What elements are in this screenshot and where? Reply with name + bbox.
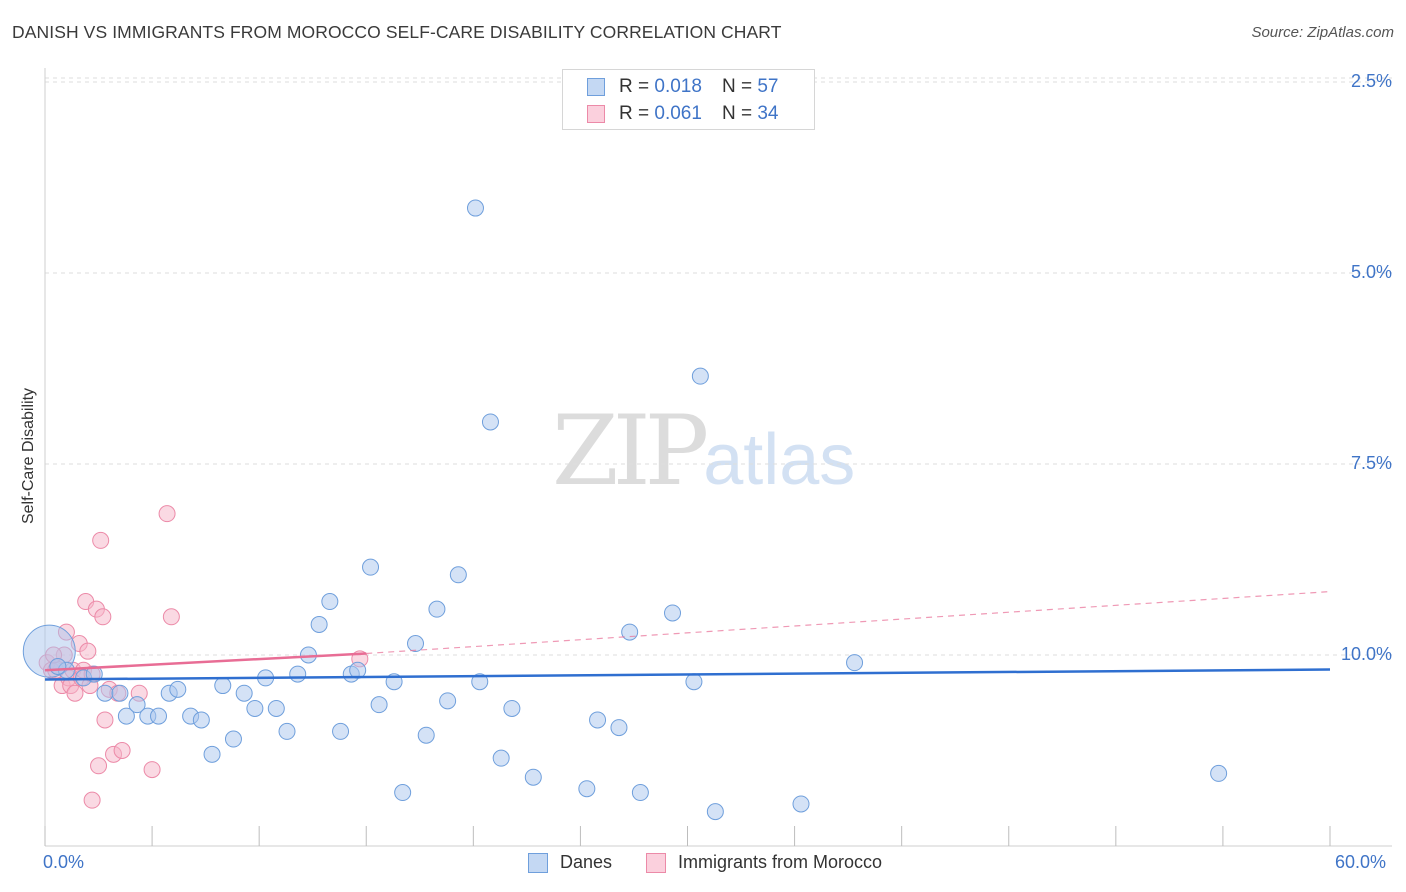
- danes-point: [332, 722, 350, 740]
- x-tick-min-label: 0.0%: [43, 852, 85, 872]
- legend-n-value: 57: [757, 76, 779, 97]
- danes-point: [503, 699, 521, 717]
- danes-point: [310, 615, 328, 633]
- source-label: Source: ZipAtlas.com: [1251, 24, 1394, 41]
- bottom-legend-danes: Danes: [528, 852, 612, 873]
- watermark-zip: ZIP: [552, 395, 709, 507]
- danes-point: [203, 745, 221, 763]
- x-tick-max-label: 60.0%: [1335, 852, 1387, 872]
- danes-point: [706, 803, 724, 821]
- danes-point: [224, 730, 242, 748]
- danes-point: [394, 784, 412, 802]
- watermark-atlas: atlas: [703, 420, 856, 500]
- danes-point: [481, 413, 499, 431]
- y-tick-label: 2.5%: [1350, 71, 1392, 91]
- danes-point: [169, 680, 187, 698]
- danes-point: [321, 593, 339, 611]
- danes-point: [214, 677, 232, 695]
- danes-point: [235, 684, 253, 702]
- danes-point: [1210, 764, 1228, 782]
- grid-lines: [45, 77, 1392, 656]
- legend-n-label: N =: [721, 103, 753, 124]
- morocco-point: [113, 742, 131, 759]
- danes-point: [428, 600, 446, 618]
- danes-point: [407, 635, 425, 653]
- morocco-point: [162, 608, 180, 626]
- morocco-point: [83, 791, 101, 809]
- y-axis-label: Self-Care Disability: [20, 387, 37, 525]
- correlation-legend: R = 0.018 N = 57 R = 0.061 N = 34: [562, 69, 815, 130]
- danes-point: [691, 367, 709, 385]
- morocco-point: [79, 642, 97, 660]
- y-tick-label: 5.0%: [1350, 262, 1392, 282]
- legend-r-value: 0.061: [654, 103, 702, 124]
- morocco-trend-extension: [366, 590, 1331, 655]
- legend-r-label: R =: [619, 103, 650, 124]
- danes-points: [22, 199, 1228, 821]
- morocco-trend-line: [44, 652, 367, 672]
- danes-point: [471, 673, 489, 691]
- danes-point: [610, 719, 628, 737]
- danes-point: [267, 699, 285, 717]
- morocco-point: [66, 684, 84, 702]
- danes-point: [192, 711, 210, 729]
- legend-n-value: 34: [757, 103, 779, 124]
- morocco-point: [92, 531, 110, 549]
- danes-point: [685, 673, 703, 691]
- danes-point: [150, 707, 168, 725]
- y-tick-label: 10.0%: [1340, 644, 1392, 664]
- danes-point: [492, 749, 510, 767]
- danes-point: [578, 780, 596, 798]
- danes-point: [117, 707, 135, 725]
- watermark: ZIPatlas: [552, 395, 855, 507]
- legend-n-label: N =: [721, 76, 753, 97]
- morocco-point: [90, 757, 108, 775]
- legend-row-morocco: R = 0.061 N = 34: [587, 102, 778, 126]
- danes-point: [417, 726, 435, 744]
- danes-point: [846, 654, 864, 672]
- danes-point: [111, 684, 129, 702]
- axes: [44, 68, 1392, 847]
- danes-point: [96, 684, 114, 702]
- bottom-legend-morocco-label: Immigrants from Morocco: [678, 852, 883, 872]
- bottom-legend-danes-label: Danes: [560, 852, 613, 872]
- trend-lines: [44, 590, 1331, 681]
- danes-point: [589, 711, 607, 729]
- danes-swatch: [528, 852, 548, 873]
- danes-point: [370, 696, 388, 714]
- danes-point: [524, 768, 542, 786]
- danes-swatch: [587, 78, 605, 96]
- legend-r-value: 0.018: [654, 76, 702, 97]
- legend-r-label: R =: [619, 76, 650, 97]
- danes-point: [664, 604, 682, 622]
- danes-point: [278, 722, 296, 740]
- bottom-legend-morocco: Immigrants from Morocco: [646, 852, 882, 873]
- danes-point: [449, 566, 467, 584]
- danes-point: [362, 558, 380, 576]
- danes-point: [792, 795, 810, 813]
- y-tick-label: 7.5%: [1350, 453, 1392, 473]
- danes-point: [246, 699, 264, 717]
- danes-point: [621, 623, 639, 641]
- legend-row-danes: R = 0.018 N = 57: [587, 75, 778, 99]
- morocco-swatch: [587, 105, 605, 123]
- danes-point: [466, 199, 484, 217]
- danes-point: [439, 692, 457, 710]
- danes-point: [289, 665, 307, 683]
- morocco-point: [143, 761, 161, 779]
- morocco-point: [94, 608, 112, 626]
- danes-point: [128, 696, 146, 714]
- morocco-swatch: [646, 852, 666, 873]
- morocco-point: [96, 711, 114, 729]
- chart-title: DANISH VS IMMIGRANTS FROM MOROCCO SELF-C…: [12, 22, 782, 42]
- morocco-point: [158, 505, 176, 523]
- danes-trend-line: [44, 668, 1331, 681]
- danes-point: [631, 784, 649, 802]
- danes-point: [49, 657, 67, 675]
